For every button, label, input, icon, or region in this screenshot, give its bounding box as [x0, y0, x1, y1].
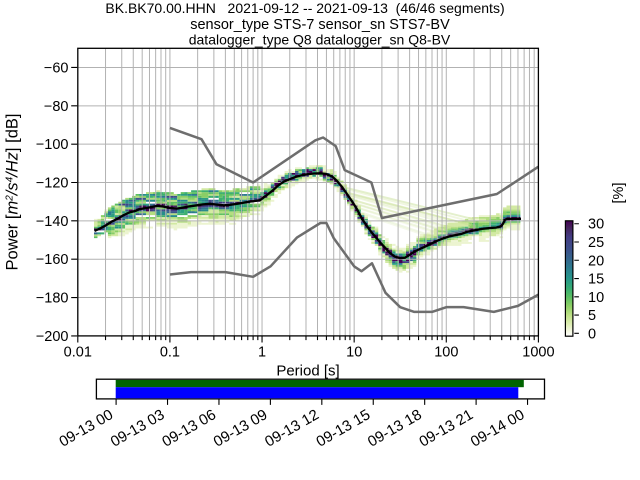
svg-text:10: 10 — [588, 290, 604, 306]
svg-text:−160: −160 — [36, 252, 69, 268]
svg-text:Power [m2/s4/Hz] [dB]: Power [m2/s4/Hz] [dB] — [4, 114, 22, 271]
svg-text:15: 15 — [588, 272, 604, 288]
svg-text:10: 10 — [346, 345, 362, 361]
svg-text:−60: −60 — [44, 61, 69, 77]
svg-text:1: 1 — [258, 345, 266, 361]
svg-text:1000: 1000 — [522, 345, 554, 361]
svg-text:sensor_type STS-7 sensor_sn ST: sensor_type STS-7 sensor_sn STS7-BV — [190, 17, 450, 33]
svg-text:25: 25 — [588, 235, 604, 251]
svg-text:−140: −140 — [36, 214, 69, 230]
svg-text:[%]: [%] — [611, 183, 627, 204]
svg-text:30: 30 — [588, 217, 604, 233]
svg-text:20: 20 — [588, 253, 604, 269]
svg-text:−100: −100 — [36, 137, 69, 153]
svg-text:datalogger_type Q8 datalogger_: datalogger_type Q8 datalogger_sn Q8-BV — [189, 31, 451, 47]
svg-text:Period [s]: Period [s] — [276, 363, 339, 380]
svg-text:0: 0 — [588, 326, 596, 342]
svg-text:0.01: 0.01 — [64, 345, 92, 361]
svg-text:−180: −180 — [36, 291, 69, 307]
svg-text:0.1: 0.1 — [160, 345, 180, 361]
svg-text:BK.BK70.00.HHN 2021-09-12 --: BK.BK70.00.HHN 2021-09-12 -- 2021-09-13 … — [105, 0, 504, 16]
svg-text:−80: −80 — [44, 99, 69, 115]
svg-text:−200: −200 — [36, 329, 69, 345]
svg-text:100: 100 — [434, 345, 458, 361]
svg-text:5: 5 — [588, 308, 596, 324]
svg-text:−120: −120 — [36, 176, 69, 192]
